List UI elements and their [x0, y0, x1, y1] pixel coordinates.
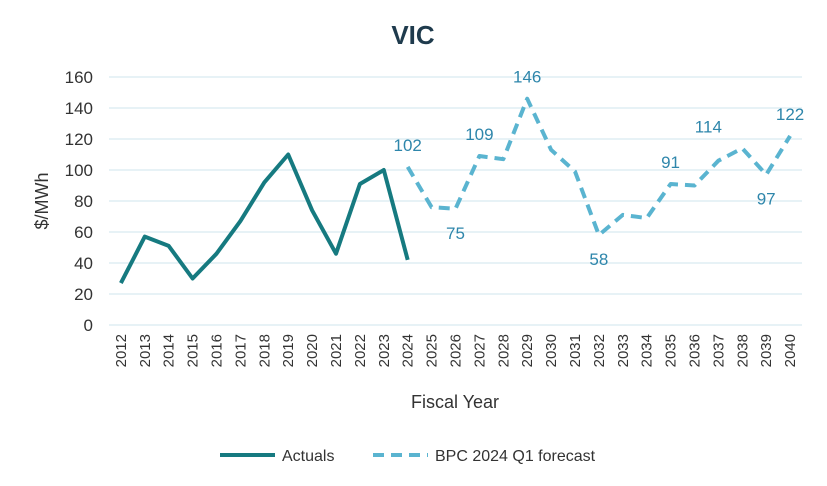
x-tick-label: 2030 — [543, 334, 560, 367]
x-tick-label: 2026 — [448, 334, 465, 367]
y-tick-label: 60 — [74, 223, 93, 242]
legend-label-1: Actuals — [282, 448, 334, 465]
series-line-1 — [119, 152, 410, 285]
y-tick-label: 160 — [65, 68, 93, 87]
data-label: 114 — [695, 117, 722, 136]
y-tick-label: 100 — [65, 161, 93, 180]
x-tick-label: 2012 — [113, 334, 130, 367]
y-axis-label: $/MWh — [32, 172, 52, 229]
x-tick-label: 2016 — [209, 334, 226, 367]
x-tick-label: 2039 — [758, 334, 775, 367]
series-lines — [119, 96, 792, 285]
x-tick-label: 2034 — [639, 334, 656, 367]
data-label: 109 — [465, 125, 493, 144]
x-tick-label: 2027 — [471, 334, 488, 367]
data-label: 146 — [513, 68, 541, 87]
data-label: 102 — [394, 136, 422, 155]
x-tick-label: 2019 — [280, 334, 297, 367]
y-tick-label: 140 — [65, 99, 93, 118]
x-tick-label: 2038 — [734, 334, 751, 367]
x-tick-label: 2015 — [185, 334, 202, 367]
x-tick-label: 2013 — [137, 334, 154, 367]
data-label: 122 — [776, 105, 804, 124]
x-tick-label: 2029 — [519, 334, 536, 367]
x-tick-label: 2020 — [304, 334, 321, 367]
x-tick-label: 2040 — [782, 334, 799, 367]
data-label: 97 — [757, 190, 776, 209]
x-tick-label: 2017 — [232, 334, 249, 367]
data-label: 91 — [661, 153, 680, 172]
x-tick-label: 2025 — [424, 334, 441, 367]
data-label: 75 — [446, 224, 465, 243]
x-tick-label: 2033 — [615, 334, 632, 367]
x-tick-label: 2014 — [161, 334, 178, 367]
x-tick-label: 2028 — [495, 334, 512, 367]
x-tick-label: 2023 — [376, 334, 393, 367]
y-tick-label: 0 — [84, 316, 93, 335]
x-tick-label: 2021 — [328, 334, 345, 367]
series-line-2 — [405, 96, 792, 238]
x-tick-label: 2022 — [352, 334, 369, 367]
chart-title: VIC — [391, 20, 435, 50]
y-axis-ticks: 0 20 40 60 80 100 120 140 160 — [65, 68, 93, 335]
y-tick-label: 120 — [65, 130, 93, 149]
data-labels: 102 75 109 146 58 91 114 97 122 — [394, 68, 805, 269]
x-tick-label: 2032 — [591, 334, 608, 367]
x-axis-ticks: 2012 2013 2014 2015 2016 2017 2018 2019 2020 2021… — [113, 334, 799, 367]
y-tick-label: 80 — [74, 192, 93, 211]
legend: Actuals BPC 2024 Q1 forecast — [220, 448, 596, 465]
x-tick-label: 2036 — [686, 334, 703, 367]
y-tick-label: 20 — [74, 285, 93, 304]
x-tick-label: 2035 — [663, 334, 680, 367]
data-label: 58 — [589, 250, 608, 269]
grid — [109, 76, 802, 326]
x-axis-label: Fiscal Year — [411, 392, 499, 412]
x-tick-label: 2037 — [710, 334, 727, 367]
y-tick-label: 40 — [74, 254, 93, 273]
legend-label-2: BPC 2024 Q1 forecast — [435, 448, 596, 465]
x-tick-label: 2018 — [256, 334, 273, 367]
x-tick-label: 2031 — [567, 334, 584, 367]
x-tick-label: 2024 — [400, 334, 417, 367]
